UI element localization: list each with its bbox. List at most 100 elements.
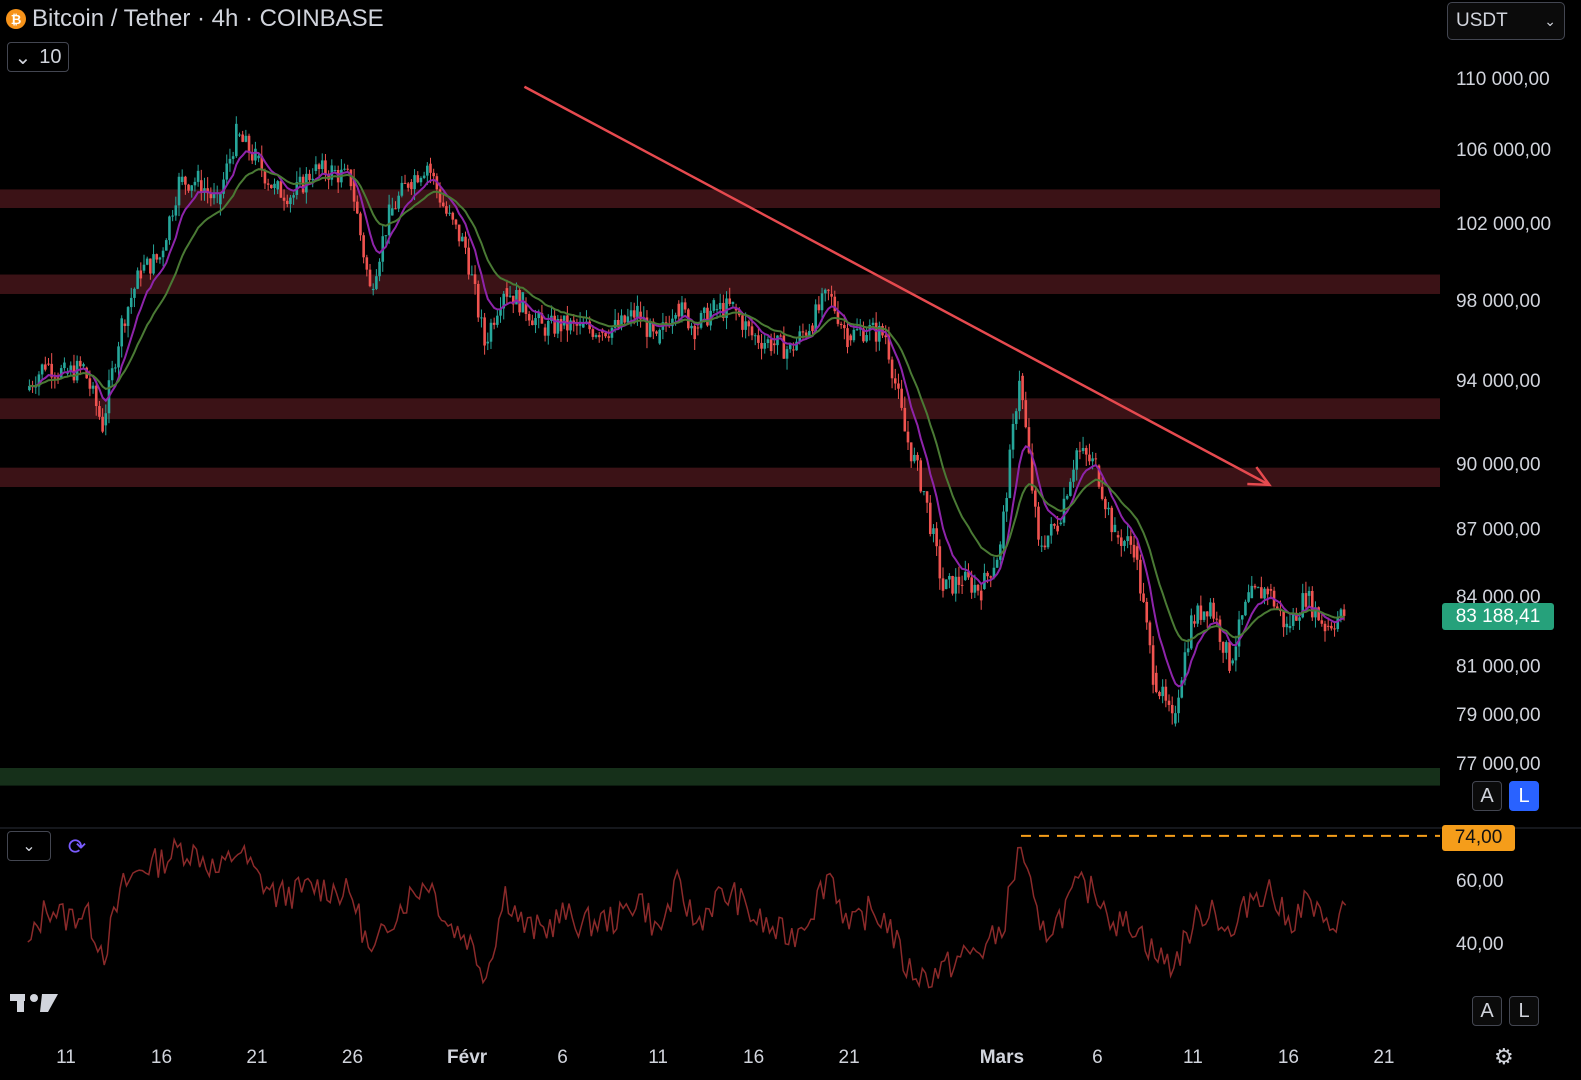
candle: [1034, 488, 1037, 518]
candle: [222, 172, 225, 199]
currency-value: USDT: [1456, 10, 1508, 31]
symbol-header: ₿ Bitcoin / Tether · 4h · COINBASE: [6, 4, 384, 34]
candle-body: [607, 336, 611, 338]
candle-body: [352, 180, 356, 202]
candle: [457, 224, 461, 247]
candle-body: [1314, 607, 1317, 618]
candle-body: [279, 181, 283, 198]
candle-body: [1298, 617, 1301, 621]
candle: [1282, 610, 1285, 637]
candle: [155, 253, 159, 263]
candle-body: [88, 378, 92, 389]
candle-body: [1196, 605, 1199, 624]
candle-body: [788, 343, 792, 350]
candle-body: [1151, 645, 1155, 685]
candle-body: [658, 329, 661, 344]
candle: [1307, 586, 1311, 607]
rsi-auto-scale-button[interactable]: A: [1472, 996, 1502, 1026]
candle-body: [126, 307, 130, 326]
candle-body: [766, 339, 770, 344]
candle: [133, 287, 136, 308]
candle-body: [652, 321, 655, 332]
candle: [1193, 614, 1196, 628]
candle-body: [1084, 447, 1088, 455]
candle: [422, 171, 426, 180]
candle-body: [728, 298, 732, 304]
candle-body: [1040, 545, 1043, 547]
candle: [470, 265, 474, 276]
candle: [454, 218, 458, 230]
candle-body: [403, 182, 407, 184]
candle: [1247, 584, 1250, 604]
candle: [231, 151, 235, 165]
candle-body: [823, 289, 827, 294]
candle: [1053, 523, 1056, 529]
candle: [1104, 496, 1107, 519]
candle: [1062, 487, 1066, 526]
candle: [1177, 689, 1180, 723]
candle-body: [152, 254, 155, 274]
symbol-title[interactable]: Bitcoin / Tether · 4h · COINBASE: [32, 5, 384, 32]
candle-body: [690, 325, 693, 329]
refresh-icon[interactable]: ⟳: [67, 834, 87, 859]
candle: [992, 556, 996, 580]
candle: [129, 287, 133, 314]
candle: [441, 192, 445, 208]
candle: [349, 169, 353, 191]
candle-body: [995, 559, 999, 568]
candle-body: [1091, 458, 1094, 462]
candle-body: [136, 270, 139, 289]
candle-body: [1123, 541, 1126, 546]
candle-body: [1043, 545, 1047, 548]
candle: [1072, 459, 1075, 488]
indicators-collapse-button[interactable]: ⌄ 10: [7, 42, 69, 72]
candle: [410, 179, 413, 195]
candle-body: [852, 329, 856, 341]
candle: [878, 321, 881, 351]
rsi-collapse-button[interactable]: ⌄: [7, 831, 51, 861]
candle-body: [645, 317, 649, 337]
candle: [123, 319, 127, 333]
candle-body: [222, 179, 225, 194]
rsi-log-scale-button[interactable]: L: [1509, 996, 1539, 1026]
candle-body: [639, 311, 642, 320]
candle: [553, 307, 556, 338]
tradingview-logo-icon[interactable]: [10, 990, 60, 1014]
candle: [320, 153, 324, 173]
gear-icon[interactable]: ⚙: [1494, 1044, 1514, 1069]
candle: [1145, 597, 1149, 630]
candle-body: [941, 578, 945, 591]
candle: [190, 184, 194, 198]
auto-scale-button[interactable]: A: [1472, 781, 1502, 811]
candle-body: [741, 315, 744, 330]
currency-select[interactable]: USDT ⌄: [1447, 2, 1565, 40]
candle: [390, 197, 394, 216]
candle-body: [722, 302, 725, 318]
candle-body: [196, 170, 200, 182]
candle-body: [142, 264, 146, 271]
price-tick-label: 84 000,00: [1456, 587, 1541, 608]
candle-body: [683, 302, 687, 310]
candle: [1209, 598, 1212, 619]
candle-body: [776, 335, 779, 346]
candle-body: [378, 261, 381, 277]
log-scale-button[interactable]: L: [1509, 781, 1539, 811]
candle-body: [833, 296, 837, 312]
resistance-zone-1: [0, 274, 1440, 294]
price-tick-label: 94 000,00: [1456, 371, 1541, 392]
candle: [1005, 492, 1008, 522]
candle-body: [390, 208, 394, 216]
candle-body: [1097, 465, 1101, 487]
candle: [671, 309, 674, 334]
candle-body: [343, 168, 346, 170]
candle-body: [897, 383, 900, 389]
candle-body: [1177, 697, 1180, 714]
candle: [387, 194, 391, 244]
candle: [645, 310, 649, 349]
candle-body: [699, 312, 703, 328]
candle: [836, 301, 840, 327]
candle: [1046, 535, 1050, 550]
candle-body: [623, 315, 626, 323]
candle: [559, 315, 563, 342]
